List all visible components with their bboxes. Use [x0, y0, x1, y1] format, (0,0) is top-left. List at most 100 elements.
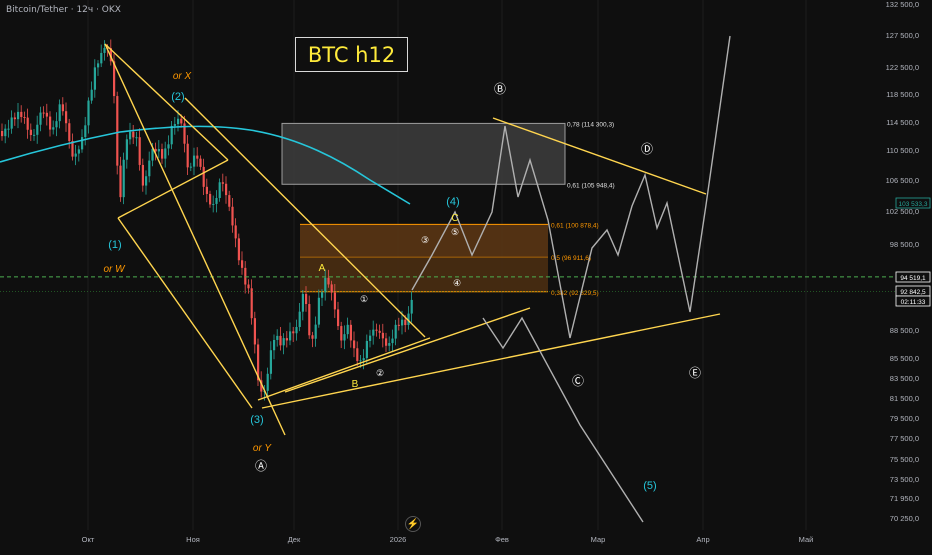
y-tick-label: 110 500,0 [886, 146, 919, 155]
candle-body [231, 206, 234, 226]
candle-body [167, 144, 170, 149]
candle-body [65, 111, 68, 124]
candle-body [257, 344, 260, 381]
candle-body [221, 182, 224, 184]
wave-label: B [352, 379, 359, 390]
candle-body [100, 52, 103, 64]
candle-body [250, 288, 253, 319]
fib-level-label: 0,61 (100 878,4) [551, 222, 599, 229]
candle-body [113, 61, 116, 97]
candle-body [97, 63, 100, 68]
candle-body [141, 164, 144, 186]
candle-body [7, 128, 10, 130]
candle-body [260, 380, 263, 392]
candle-body [125, 139, 128, 160]
wave-label: (3) [250, 414, 263, 426]
candle-body [375, 329, 378, 331]
y-tick-label: 83 500,0 [890, 374, 919, 383]
wave-label: Ⓑ [494, 82, 506, 96]
wave-label: Ⓐ [255, 459, 267, 473]
candle-body [244, 267, 247, 285]
wave-label: A [319, 263, 326, 274]
candle-body [330, 284, 333, 293]
candle-body [138, 137, 141, 165]
candle-body [49, 116, 52, 130]
candle-body [129, 131, 132, 140]
x-tick-label: 2026 [390, 535, 407, 544]
candle-body [247, 284, 250, 289]
candle-body [132, 131, 135, 138]
wave-label: Ⓔ [689, 366, 701, 380]
candle-body [327, 277, 330, 285]
y-tick-label: 132 500,0 [886, 0, 919, 9]
candle-body [52, 127, 55, 130]
wave-label: (1) [108, 239, 121, 251]
candle-body [154, 148, 157, 152]
wave-label: or X [173, 71, 192, 82]
candle-body [87, 100, 90, 126]
candle-body [349, 324, 352, 341]
y-tick-label: 77 500,0 [890, 434, 919, 443]
candle-body [109, 48, 112, 62]
x-tick-label: Май [799, 535, 814, 544]
candle-body [295, 327, 298, 334]
y-tick-label: 70 250,0 [890, 514, 919, 523]
candle-body [365, 340, 368, 359]
candle-body [90, 89, 93, 101]
candle-body [26, 117, 29, 130]
projection-path-alt [482, 316, 644, 523]
x-tick-label: Мар [591, 535, 606, 544]
candle-body [157, 149, 160, 152]
candle-body [385, 338, 388, 346]
price-tag-label: 02:11:33 [901, 299, 926, 306]
candle-body [407, 313, 410, 326]
fib-level-label: 0,78 (114 300,3) [567, 121, 614, 128]
projection-paths [411, 35, 731, 523]
price-tag-label: 103 533,3 [899, 201, 928, 208]
wave-label: ① [360, 294, 368, 304]
projection-path-primary [411, 35, 731, 339]
y-tick-label: 106 500,0 [886, 176, 919, 185]
x-tick-label: Дек [288, 535, 301, 544]
candle-body [391, 338, 394, 344]
trendline [184, 97, 426, 338]
candle-body [234, 225, 237, 239]
candle-body [180, 118, 183, 124]
candle-body [81, 137, 84, 150]
y-tick-label: 88 500,0 [890, 326, 919, 335]
price-tag-label: 94 519,1 [900, 275, 926, 282]
wave-label: or W [103, 264, 126, 275]
candle-body [321, 292, 324, 298]
fib-level-label: 0,382 (92 829,5) [551, 290, 599, 297]
candle-body [39, 112, 42, 125]
candle-body [13, 117, 16, 120]
candle-body [289, 331, 292, 341]
candle-body [228, 195, 231, 207]
candle-body [68, 123, 71, 142]
candle-body [36, 124, 39, 135]
wave-label: (5) [643, 480, 656, 492]
candle-body [177, 118, 180, 125]
lightning-icon[interactable]: ⚡ [405, 516, 421, 532]
x-tick-label: Ноя [186, 535, 200, 544]
y-tick-label: 127 500,0 [886, 31, 919, 40]
candle-body [74, 153, 77, 157]
y-tick-label: 71 950,0 [890, 494, 919, 503]
price-tag-label: 92 842,5 [900, 289, 926, 296]
candle-body [116, 96, 119, 166]
candle-body [103, 47, 106, 53]
trendline [257, 337, 431, 401]
candle-body [359, 360, 362, 362]
fib-zone-lower-top [300, 224, 548, 258]
candle-body [29, 129, 32, 136]
candle-body [164, 148, 167, 159]
chart-title: BTC h12 [295, 37, 408, 72]
wave-label: ③ [421, 235, 429, 245]
candle-body [148, 160, 151, 177]
candle-body [199, 158, 202, 167]
trendline [117, 159, 229, 219]
candle-body [55, 121, 58, 128]
price-tag [895, 197, 931, 209]
